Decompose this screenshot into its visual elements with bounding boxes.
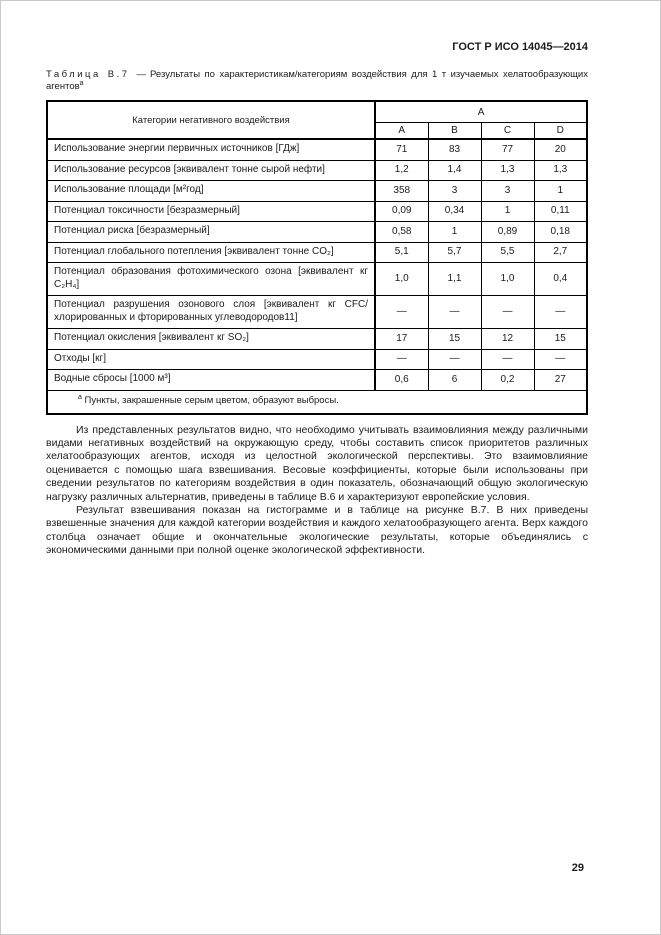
value-agent-a: 5,1: [374, 241, 429, 263]
value-agent-b: —: [427, 295, 482, 329]
impact-table-header: Категории негативного воздействия А А В …: [46, 100, 588, 140]
value-agent-d: 15: [533, 328, 588, 350]
column-header-agent-b: В: [427, 122, 482, 140]
value-agent-d: 0,11: [533, 200, 588, 222]
value-agent-d: —: [533, 348, 588, 370]
value-agent-c: 5,5: [480, 241, 535, 263]
paragraph-weighting-result: Результат взвешивания показан на гистогр…: [46, 503, 588, 557]
value-agent-a: 358: [374, 180, 429, 202]
value-agent-a: 17: [374, 328, 429, 350]
table-row: Водные сбросы [1000 м³] 0,6 6 0,2 27: [46, 369, 588, 391]
value-agent-c: —: [480, 348, 535, 370]
impact-category-label: Потенциал разрушения озонового слоя [экв…: [46, 295, 376, 329]
value-agent-b: 1: [427, 221, 482, 243]
value-agent-d: 1,3: [533, 159, 588, 181]
value-agent-b: 5,7: [427, 241, 482, 263]
table-caption: Таблица В.7 — Результаты по характеристика…: [46, 69, 588, 93]
table-footnote: а Пункты, закрашенные серым цветом, обра…: [46, 389, 588, 414]
value-agent-c: —: [480, 295, 535, 329]
table-caption-dash: —: [136, 69, 147, 80]
table-caption-text: Результаты по характеристикам/категориям…: [46, 69, 588, 92]
value-agent-b: 3: [427, 180, 482, 202]
table-row: Потенциал риска [безразмерный] 0,58 1 0,…: [46, 221, 588, 243]
value-agent-c: 0,2: [480, 369, 535, 391]
value-agent-a: —: [374, 295, 429, 329]
value-agent-b: 1,1: [427, 262, 482, 296]
document-header: ГОСТ Р ИСО 14045—2014: [46, 41, 588, 54]
impact-table-body: Использование энергии первичных источник…: [46, 138, 588, 391]
table-row: Потенциал токсичности [безразмерный] 0,0…: [46, 200, 588, 222]
impact-category-label: Использование энергии первичных источник…: [46, 138, 376, 161]
column-header-categories: Категории негативного воздействия: [46, 100, 376, 140]
impact-category-label: Использование ресурсов [эквивалент тонне…: [46, 159, 376, 181]
footnote-text: Пункты, закрашенные серым цветом, образу…: [84, 394, 339, 406]
value-agent-c: 1,0: [480, 262, 535, 296]
value-agent-b: 6: [427, 369, 482, 391]
impact-category-label: Потенциал глобального потепления [эквива…: [46, 241, 376, 263]
value-agent-d: 27: [533, 369, 588, 391]
table-row: Потенциал глобального потепления [эквива…: [46, 241, 588, 263]
value-agent-b: 0,34: [427, 200, 482, 222]
value-agent-c: 12: [480, 328, 535, 350]
value-agent-c: 1,3: [480, 159, 535, 181]
value-agent-b: 1,4: [427, 159, 482, 181]
standard-designation: ГОСТ Р ИСО 14045—2014: [452, 41, 588, 53]
table-row: Использование площади [м²год] 358 3 3 1: [46, 180, 588, 202]
value-agent-a: —: [374, 348, 429, 370]
group-header-row: Категории негативного воздействия А: [46, 100, 588, 140]
value-agent-c: 77: [480, 138, 535, 161]
value-agent-d: —: [533, 295, 588, 329]
value-agent-b: —: [427, 348, 482, 370]
value-agent-b: 15: [427, 328, 482, 350]
value-agent-c: 1: [480, 200, 535, 222]
value-agent-c: 0,89: [480, 221, 535, 243]
column-header-agent-c: С: [480, 122, 535, 140]
impact-category-label: Потенциал окисления [эквивалент кг SO₂]: [46, 328, 376, 350]
table-row: Потенциал образования фотохимического оз…: [46, 262, 588, 296]
value-agent-d: 2,7: [533, 241, 588, 263]
value-agent-d: 1: [533, 180, 588, 202]
impact-category-label: Водные сбросы [1000 м³]: [46, 369, 376, 391]
value-agent-b: 83: [427, 138, 482, 161]
impact-category-label: Потенциал образования фотохимического оз…: [46, 262, 376, 296]
value-agent-a: 1,2: [374, 159, 429, 181]
table-row: Использование энергии первичных источник…: [46, 138, 588, 161]
impact-category-label: Использование площади [м²год]: [46, 180, 376, 202]
impact-category-label: Потенциал риска [безразмерный]: [46, 221, 376, 243]
value-agent-a: 0,09: [374, 200, 429, 222]
agent-header-row: А В С D: [47, 122, 588, 140]
value-agent-c: 3: [480, 180, 535, 202]
impact-category-label: Отходы [кг]: [46, 348, 376, 370]
impact-category-label: Потенциал токсичности [безразмерный]: [46, 200, 376, 222]
value-agent-a: 0,6: [374, 369, 429, 391]
value-agent-a: 0,58: [374, 221, 429, 243]
table-caption-footnote-marker: а: [79, 79, 84, 87]
paragraph-weighting-intro: Из представленных результатов видно, что…: [46, 423, 588, 503]
page-number: 29: [571, 862, 584, 874]
value-agent-d: 0,18: [533, 221, 588, 243]
column-header-agent-a: А: [374, 122, 429, 140]
impact-table: Категории негативного воздействия А А В …: [46, 100, 589, 415]
footnote-marker: а: [78, 393, 82, 401]
footnote-row: а Пункты, закрашенные серым цветом, обра…: [46, 389, 588, 414]
table-row: Отходы [кг] — — — —: [46, 348, 588, 370]
value-agent-a: 1,0: [374, 262, 429, 296]
table-row: Потенциал разрушения озонового слоя [экв…: [46, 295, 588, 329]
column-header-agent-d: D: [533, 122, 588, 140]
impact-table-footer: а Пункты, закрашенные серым цветом, обра…: [46, 389, 588, 414]
table-row: Использование ресурсов [эквивалент тонне…: [46, 159, 588, 181]
column-group-header: А: [374, 100, 588, 123]
value-agent-d: 20: [533, 138, 588, 161]
value-agent-a: 71: [374, 138, 429, 161]
value-agent-d: 0,4: [533, 262, 588, 296]
table-row: Потенциал окисления [эквивалент кг SO₂] …: [46, 328, 588, 350]
table-caption-label: Таблица В.7: [46, 69, 130, 80]
